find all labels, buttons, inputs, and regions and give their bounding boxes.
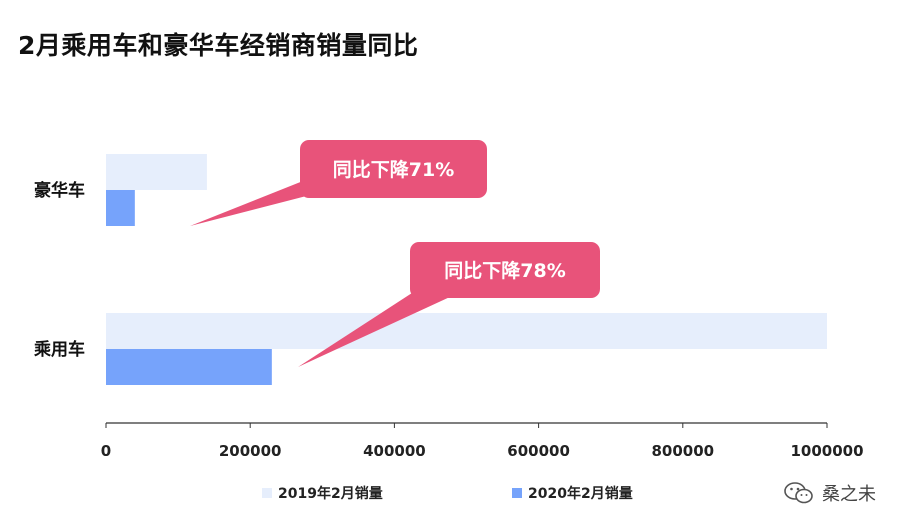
legend: 2019年2月销量 2020年2月销量 bbox=[0, 483, 898, 507]
callout-pointer-0 bbox=[190, 175, 318, 226]
watermark-text: 桑之未 bbox=[822, 484, 876, 505]
chart-title: 2月乘用车和豪华车经销商销量同比 bbox=[18, 31, 419, 60]
bar-1-1 bbox=[106, 349, 272, 385]
legend-label-2019: 2019年2月销量 bbox=[278, 486, 383, 502]
category-label-1: 乘用车 bbox=[33, 339, 85, 360]
bar-1-0 bbox=[106, 313, 827, 349]
legend-label-2020: 2020年2月销量 bbox=[528, 486, 633, 502]
callout-box-1 bbox=[410, 242, 600, 298]
legend-item-2020: 2020年2月销量 bbox=[512, 483, 633, 503]
callout-box-0 bbox=[300, 140, 487, 198]
category-label-0: 豪华车 bbox=[34, 180, 85, 201]
bar-0-1 bbox=[106, 190, 135, 226]
callout-text-1: 同比下降78% bbox=[444, 259, 565, 282]
x-tick-label-4: 800000 bbox=[651, 442, 714, 460]
callout-pointer-1 bbox=[298, 280, 452, 367]
x-tick-label-1: 200000 bbox=[219, 442, 282, 460]
callout-text-0: 同比下降71% bbox=[333, 158, 454, 181]
watermark: 桑之未 bbox=[784, 480, 876, 506]
x-tick-label-5: 1000000 bbox=[790, 442, 863, 460]
legend-swatch-2019 bbox=[262, 488, 272, 498]
x-tick-label-0: 0 bbox=[101, 442, 111, 460]
x-tick-label-3: 600000 bbox=[507, 442, 570, 460]
bar-0-0 bbox=[106, 154, 207, 190]
legend-swatch-2020 bbox=[512, 488, 522, 498]
wechat-icon bbox=[784, 482, 813, 504]
legend-item-2019: 2019年2月销量 bbox=[262, 483, 383, 503]
x-tick-label-2: 400000 bbox=[363, 442, 426, 460]
